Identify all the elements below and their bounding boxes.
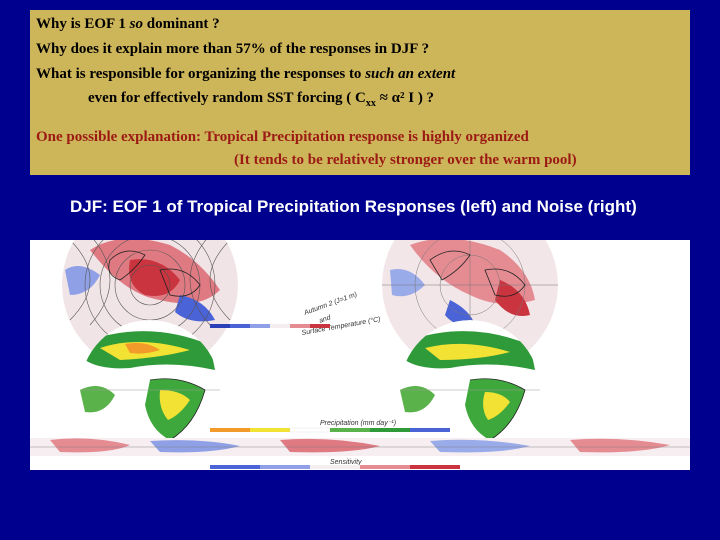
sensitivity-strip: [30, 438, 690, 456]
temperature-map-right: [382, 240, 558, 373]
slide-heading: DJF: EOF 1 of Tropical Precipitation Res…: [70, 197, 637, 216]
temp-caption-2: and: [318, 314, 332, 325]
precip-caption: Precipitation (mm day⁻¹): [320, 420, 396, 427]
question-line-3: What is responsible for organizing the r…: [36, 66, 456, 82]
question-line-4: even for effectively random SST forcing …: [88, 90, 435, 109]
sensitivity-colorbar: [210, 465, 460, 469]
sensitivity-caption: Sensitivity: [330, 459, 362, 466]
eof-maps-svg: Autumn 2 (J=1 m) and Surface Temperature…: [30, 240, 690, 469]
question-line-1: Why is EOF 1 so dominant ?: [36, 16, 220, 32]
explanation-line-2: (It tends to be relatively stronger over…: [234, 152, 577, 168]
explanation-line-1: One possible explanation: Tropical Preci…: [36, 129, 529, 145]
temperature-map-left: [62, 240, 238, 373]
eof-figure: Autumn 2 (J=1 m) and Surface Temperature…: [30, 240, 690, 470]
precipitation-map-right: [400, 320, 540, 460]
temp-colorbar: [210, 324, 330, 328]
question-box: Why is EOF 1 so dominant ? Why does it e…: [30, 10, 690, 175]
precipitation-map-left: [80, 320, 220, 460]
precip-colorbar: [210, 427, 450, 433]
question-line-2: Why does it explain more than 57% of the…: [36, 41, 430, 57]
temp-caption-1: Autumn 2 (J=1 m): [302, 291, 358, 317]
